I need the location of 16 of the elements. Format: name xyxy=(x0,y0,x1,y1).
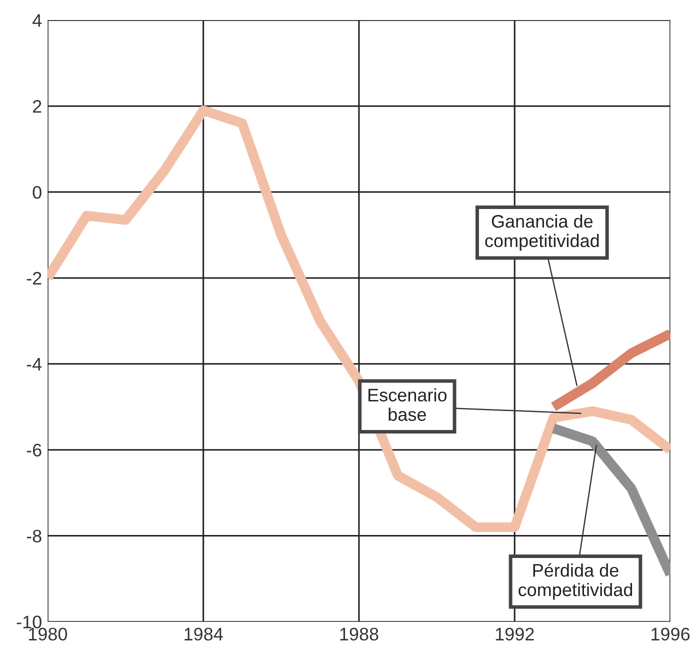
annotation: Escenario base xyxy=(368,388,447,421)
y-tick-label: -2 xyxy=(26,272,42,285)
x-tick-label: 1988 xyxy=(340,628,378,641)
y-tick-label: 2 xyxy=(32,100,42,113)
y-tick-label: -8 xyxy=(26,530,42,542)
y-tick-label: 4 xyxy=(32,14,42,27)
x-tick-label: 1996 xyxy=(652,628,690,641)
y-tick-label: -4 xyxy=(26,358,42,370)
y-tick-label: -6 xyxy=(26,444,42,457)
x-tick-label: 1984 xyxy=(184,628,223,641)
annotation: Ganancia de competitividad xyxy=(485,214,599,251)
annotation: Pérdida de competitividad xyxy=(518,563,632,600)
y-tick-label: 0 xyxy=(32,186,42,199)
y-tick-label: -10 xyxy=(16,616,42,628)
x-tick-label: 1980 xyxy=(28,628,68,641)
x-tick-label: 1992 xyxy=(496,628,534,641)
